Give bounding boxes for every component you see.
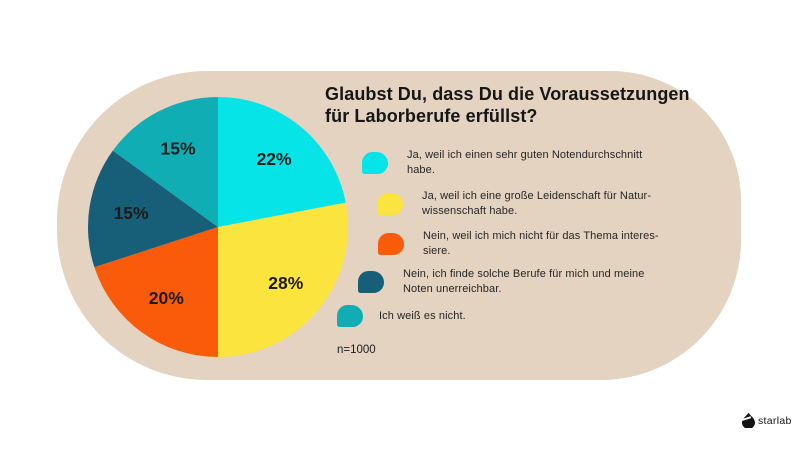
legend-label: Ja, weil ich eine große Leidenschaft für… [422, 190, 652, 217]
legend-swatch-orange [378, 233, 404, 255]
pie-slice-label: 22% [257, 149, 292, 169]
legend-swatch-teal [337, 305, 363, 327]
pie-slice-label: 28% [268, 273, 303, 293]
legend-item: Ich weiß es nicht. [337, 305, 466, 327]
legend-item: Ja, weil ich eine große Leidenschaft für… [377, 189, 651, 219]
legend-swatch-yellow [377, 193, 403, 215]
legend-label: Nein, ich finde solche Berufe für mich u… [403, 268, 645, 295]
pie-slice [112, 97, 218, 227]
brand-logo: starlab [742, 413, 792, 428]
legend-item: Ja, weil ich einen sehr guten Notendurch… [362, 148, 642, 178]
pie-slice [218, 97, 346, 227]
pie-slice [94, 227, 218, 357]
sample-size-note: n=1000 [337, 344, 376, 356]
pie-slice-label: 20% [149, 288, 184, 308]
legend-label: Nein, weil ich mich nicht für das Thema … [423, 230, 659, 257]
legend-swatch-cyan [362, 152, 388, 174]
pie-slice-label: 15% [114, 203, 149, 223]
legend-item: Nein, weil ich mich nicht für das Thema … [378, 229, 659, 259]
legend-label: Ich weiß es nicht. [379, 309, 466, 322]
droplet-icon [742, 413, 755, 428]
brand-name: starlab [758, 414, 792, 427]
chart-title: Glaubst Du, dass Du die Voraussetzungen … [325, 84, 690, 126]
pie-chart: 22% 28% 20% 15% 15% [88, 97, 348, 357]
legend-item: Nein, ich finde solche Berufe für mich u… [358, 267, 644, 297]
pie-slice [218, 202, 348, 357]
pie-slice-label: 15% [160, 139, 195, 159]
pie-slice [88, 150, 218, 268]
legend-label: Ja, weil ich einen sehr guten Notendurch… [407, 149, 643, 176]
legend-swatch-darkteal [358, 271, 384, 293]
